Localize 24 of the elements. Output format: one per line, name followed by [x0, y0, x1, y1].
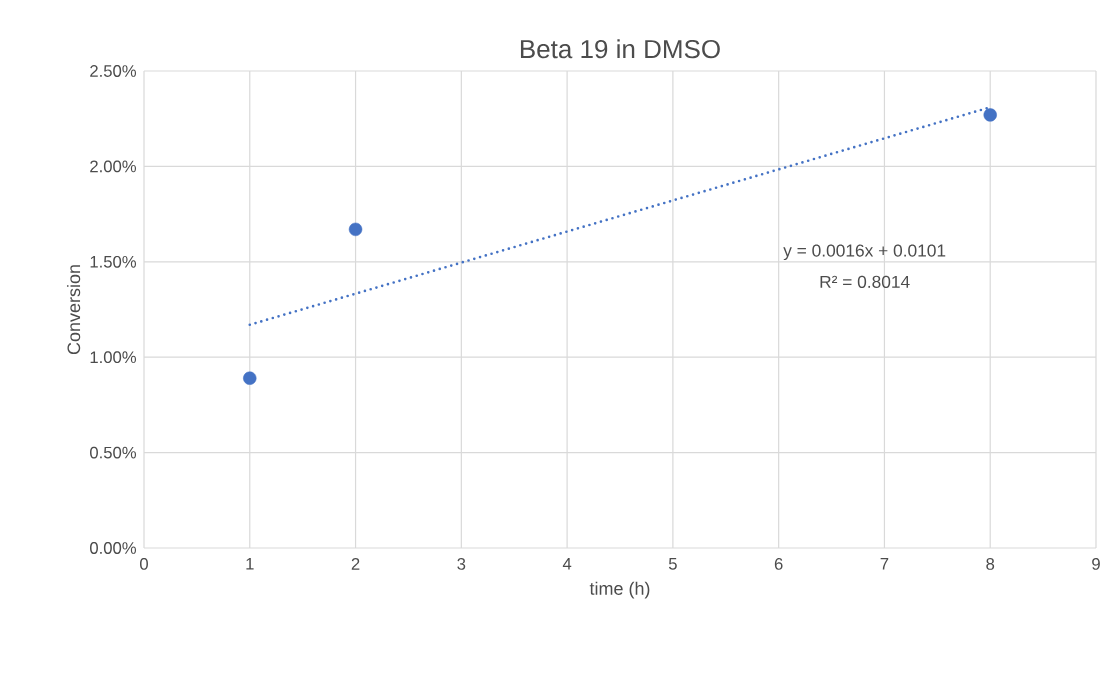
y-tick-label: 0.00% [90, 542, 137, 554]
point [348, 222, 363, 237]
chart-title: Beta 19 in DMSO [520, 39, 720, 59]
x-tick-label: 6 [774, 558, 783, 570]
point [243, 371, 257, 385]
y-tick-label: 1.50% [90, 255, 137, 268]
y-axis-title: Conversion [66, 265, 81, 355]
y-tick-label: 1.00% [90, 351, 137, 364]
x-tick-label: 2 [351, 558, 360, 570]
x-tick-label: 9 [1092, 558, 1100, 570]
annotation: y = 0.0016x + 0.0101 [783, 244, 946, 261]
point [983, 108, 997, 122]
x-tick-label: 1 [246, 558, 254, 570]
x-tick-label: 8 [986, 558, 995, 570]
x-tick-label: 7 [880, 558, 889, 570]
x-tick-label: 0 [140, 558, 148, 570]
x-tick-label: 5 [668, 558, 677, 570]
x-tick-label: 4 [562, 558, 572, 570]
y-tick-label: 2.50% [90, 65, 137, 77]
x-axis-title: time (h) [589, 581, 650, 599]
y-tick-label: 2.00% [90, 160, 137, 173]
x-tick-label: 3 [457, 558, 466, 570]
annotation: R² = 0.8014 [820, 275, 910, 288]
y-tick-label: 0.50% [90, 446, 137, 459]
